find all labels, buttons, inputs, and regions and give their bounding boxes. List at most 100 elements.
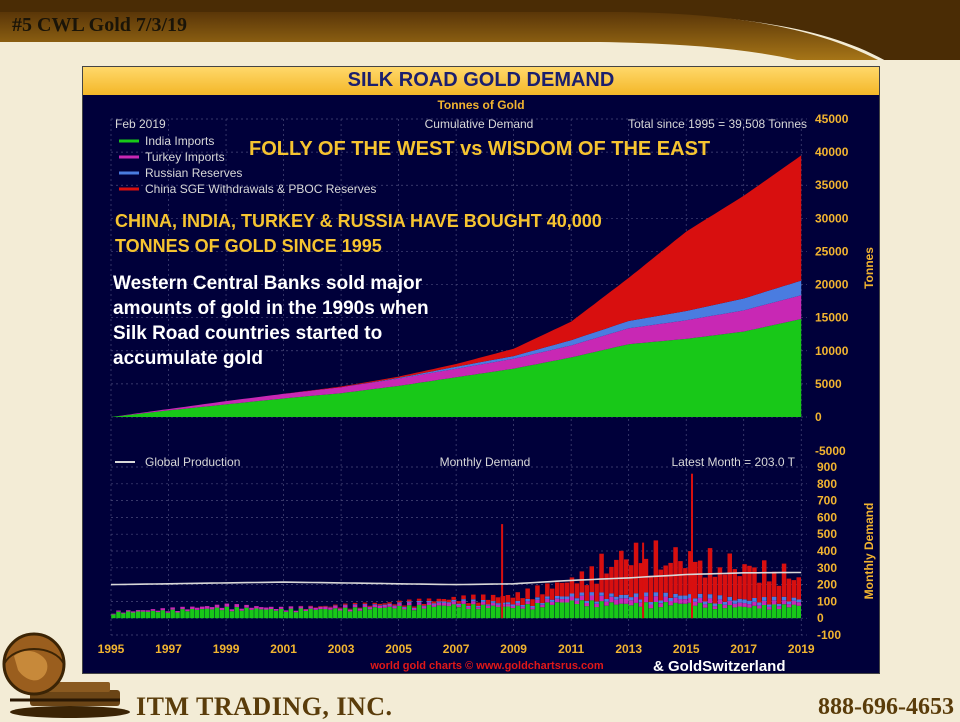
- monthly-bar: [432, 605, 437, 607]
- x-tick-label: 1999: [213, 642, 240, 656]
- annotation-line: Silk Road countries started to: [113, 323, 382, 344]
- monthly-bar: [668, 563, 673, 598]
- monthly-bar: [235, 604, 240, 607]
- monthly-bar: [461, 595, 466, 599]
- monthly-bar: [525, 599, 530, 601]
- monthly-bar: [772, 605, 777, 619]
- monthly-bar: [190, 609, 195, 618]
- monthly-bar: [723, 605, 728, 608]
- monthly-bar: [585, 601, 590, 603]
- monthly-bar: [274, 609, 279, 611]
- legend-label: India Imports: [145, 134, 214, 148]
- monthly-bar: [368, 607, 373, 609]
- monthly-bar: [338, 609, 343, 611]
- monthly-bar: [594, 584, 599, 602]
- monthly-bar: [540, 607, 545, 618]
- monthly-bar: [516, 592, 521, 601]
- monthly-bar: [353, 607, 358, 618]
- monthly-bar: [742, 564, 747, 599]
- monthly-bar: [338, 611, 343, 619]
- monthly-bar: [649, 605, 654, 609]
- monthly-bar: [323, 607, 328, 609]
- monthly-bar: [151, 609, 156, 611]
- monthly-bar: [363, 607, 368, 618]
- monthly-bar: [550, 600, 555, 602]
- x-tick-label: 2015: [673, 642, 700, 656]
- monthly-bar: [215, 608, 220, 619]
- monthly-bar: [318, 606, 323, 607]
- monthly-bar: [481, 602, 486, 605]
- monthly-bar: [777, 604, 782, 606]
- monthly-bar: [772, 600, 777, 604]
- monthly-bar: [486, 606, 491, 608]
- y-tick-label-top: -5000: [815, 444, 846, 458]
- monthly-bar: [343, 608, 348, 619]
- monthly-bar: [723, 575, 728, 602]
- monthly-bar: [762, 597, 767, 601]
- monthly-bar: [659, 570, 664, 601]
- monthly-bar: [180, 609, 185, 618]
- monthly-bar: [471, 599, 476, 601]
- monthly-bar: [111, 614, 116, 615]
- monthly-bar: [496, 607, 501, 618]
- monthly-bar: [599, 554, 604, 593]
- monthly-bar: [407, 603, 412, 606]
- monthly-bar: [619, 595, 624, 598]
- monthly-bar: [565, 603, 570, 619]
- monthly-bar: [249, 608, 254, 610]
- monthly-bar: [594, 604, 599, 607]
- monthly-bar: [427, 601, 432, 602]
- monthly-bar: [437, 599, 442, 602]
- monthly-bar: [629, 597, 634, 600]
- monthly-bar: [471, 604, 476, 618]
- monthly-bar: [718, 567, 723, 595]
- monthly-bar: [373, 603, 378, 604]
- monthly-bar: [299, 606, 304, 608]
- monthly-bar: [323, 609, 328, 618]
- monthly-bar: [575, 598, 580, 601]
- y-axis-title-bottom: Monthly Demand: [862, 503, 876, 600]
- y-tick-label-bottom: 600: [817, 510, 837, 524]
- globe-logo: [0, 620, 140, 720]
- monthly-bar: [175, 613, 180, 619]
- monthly-bar: [747, 604, 752, 608]
- monthly-bar: [565, 599, 570, 603]
- monthly-bar: [343, 605, 348, 606]
- monthly-bar: [545, 602, 550, 618]
- monthly-bar: [185, 611, 190, 618]
- monthly-bar: [451, 604, 456, 618]
- monthly-bar: [456, 607, 461, 618]
- monthly-bar: [210, 607, 215, 609]
- monthly-bar: [392, 608, 397, 618]
- monthly-bar: [378, 605, 383, 606]
- monthly-bar: [343, 604, 348, 605]
- monthly-bar: [530, 609, 535, 618]
- monthly-bar: [126, 610, 131, 611]
- latest-month-note: Latest Month = 203.0 T: [671, 455, 795, 469]
- monthly-bar: [437, 601, 442, 602]
- monthly-bar: [442, 606, 447, 619]
- monthly-bar: [200, 607, 205, 609]
- monthly-bar: [678, 596, 683, 600]
- monthly-bar: [456, 601, 461, 604]
- monthly-bar: [520, 609, 525, 619]
- monthly-bar: [506, 604, 511, 606]
- monthly-bar: [733, 600, 738, 603]
- monthly-bar: [313, 610, 318, 618]
- monthly-bar: [782, 600, 787, 604]
- monthly-bar: [668, 601, 673, 605]
- monthly-bar: [116, 612, 121, 619]
- monthly-bar: [525, 589, 530, 599]
- monthly-bar: [585, 606, 590, 618]
- monthly-bar: [693, 606, 698, 619]
- monthly-bar: [358, 608, 363, 609]
- monthly-bar: [644, 592, 649, 596]
- monthly-bar: [797, 602, 802, 606]
- monthly-bar: [190, 607, 195, 609]
- monthly-bar: [723, 608, 728, 618]
- monthly-bar: [348, 610, 353, 612]
- monthly-bar: [136, 612, 141, 619]
- monthly-bar: [575, 583, 580, 598]
- monthly-bar: [728, 554, 733, 597]
- monthly-bar: [614, 605, 619, 619]
